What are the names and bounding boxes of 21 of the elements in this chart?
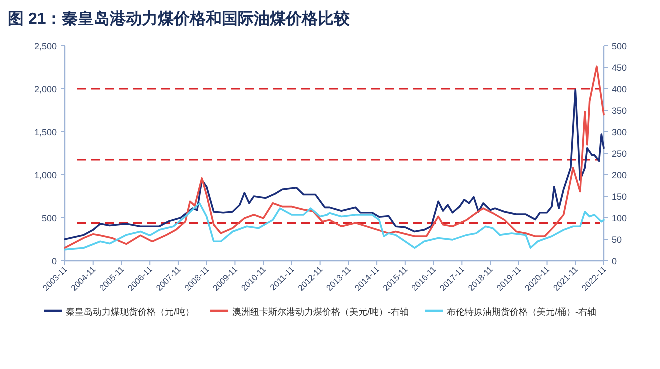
y2-tick-label: 50	[612, 235, 622, 245]
y-tick-label: 500	[42, 214, 57, 224]
y2-tick-label: 450	[612, 63, 628, 73]
y-tick-label: 2,000	[34, 84, 57, 94]
legend-label: 澳洲纽卡斯尔港动力煤价格（美元/吨）-右轴	[232, 307, 410, 317]
y2-tick-label: 300	[612, 128, 628, 138]
y-tick-label: 1,000	[34, 170, 57, 180]
y2-tick-label: 250	[612, 149, 628, 159]
chart-title: 图 21：秦皇岛港动力煤价格和国际油煤价格比较	[8, 10, 352, 28]
y-tick-label: 0	[52, 256, 57, 266]
legend-label: 布伦特原油期货价格（美元/桶）-右轴	[447, 307, 597, 317]
y2-tick-label: 200	[612, 170, 628, 180]
legend-label: 秦皇岛动力煤现货价格（元/吨）	[66, 307, 195, 317]
y2-tick-label: 500	[612, 42, 628, 52]
y2-tick-label: 150	[612, 192, 628, 202]
y2-tick-label: 100	[612, 214, 628, 224]
y2-tick-label: 0	[612, 256, 618, 266]
y-tick-label: 1,500	[34, 128, 57, 138]
y2-tick-label: 400	[612, 84, 628, 94]
y2-tick-label: 350	[612, 106, 628, 116]
y-tick-label: 2,500	[34, 42, 57, 52]
